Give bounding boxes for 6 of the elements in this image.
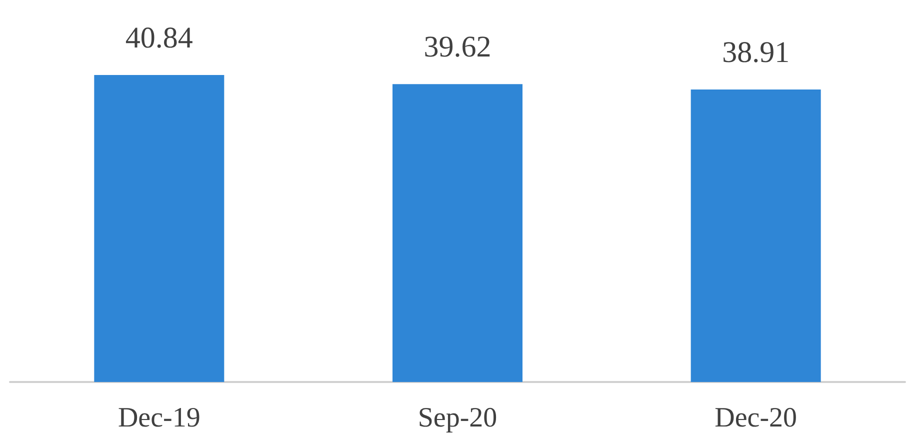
x-tick-label: Dec-20 [714,402,798,434]
x-tick-label: Sep-20 [418,402,498,434]
data-label: 40.84 [125,22,193,54]
x-tick-label: Dec-19 [118,402,200,434]
data-label: 38.91 [722,36,790,70]
data-label: 39.62 [424,30,492,64]
